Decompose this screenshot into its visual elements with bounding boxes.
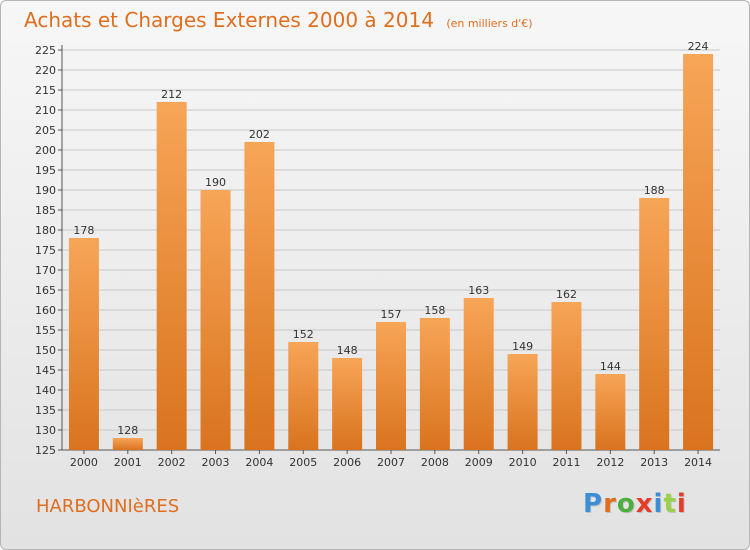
x-tick-label: 2007 bbox=[377, 456, 405, 469]
bar bbox=[639, 198, 670, 450]
data-label: 188 bbox=[644, 184, 665, 197]
x-tick-label: 2012 bbox=[596, 456, 624, 469]
y-tick-label: 125 bbox=[35, 444, 56, 457]
chart-title: Achats et Charges Externes 2000 à 2014 (… bbox=[24, 8, 533, 32]
chart-title-text: Achats et Charges Externes 2000 à 2014 bbox=[24, 8, 434, 32]
y-tick-label: 145 bbox=[35, 364, 56, 377]
logo-letter: P bbox=[583, 489, 604, 519]
x-tick-label: 2002 bbox=[158, 456, 186, 469]
x-tick-label: 2008 bbox=[421, 456, 449, 469]
logo-letter: t bbox=[663, 489, 677, 519]
y-tick-label: 190 bbox=[35, 184, 56, 197]
data-label: 212 bbox=[161, 88, 182, 101]
chart-unit: (en milliers d'€) bbox=[446, 17, 533, 30]
bar bbox=[244, 142, 275, 450]
x-tick-label: 2011 bbox=[552, 456, 580, 469]
logo-letter: i bbox=[676, 489, 687, 519]
data-label: 224 bbox=[688, 40, 709, 53]
logo-letter: o bbox=[616, 489, 636, 519]
x-tick-label: 2006 bbox=[333, 456, 361, 469]
bars bbox=[68, 54, 714, 450]
data-label: 190 bbox=[205, 176, 226, 189]
y-tick-label: 165 bbox=[35, 284, 56, 297]
x-tick-label: 2014 bbox=[684, 456, 712, 469]
logo-letter: r bbox=[603, 489, 617, 519]
y-tick-label: 140 bbox=[35, 384, 56, 397]
x-tick-label: 2009 bbox=[465, 456, 493, 469]
y-tick-label: 185 bbox=[35, 204, 56, 217]
x-tick-label: 2005 bbox=[289, 456, 317, 469]
place-name: HARBONNIèRES bbox=[36, 496, 180, 517]
x-tick-label: 2003 bbox=[202, 456, 230, 469]
logo-letter: i bbox=[653, 489, 664, 519]
bar bbox=[112, 438, 143, 450]
y-tick-label: 155 bbox=[35, 324, 56, 337]
x-tick-label: 2001 bbox=[114, 456, 142, 469]
y-tick-label: 200 bbox=[35, 144, 56, 157]
data-label: 157 bbox=[381, 308, 402, 321]
bar bbox=[156, 102, 187, 450]
y-tick-label: 195 bbox=[35, 164, 56, 177]
data-label: 163 bbox=[468, 284, 489, 297]
x-tick-label: 2000 bbox=[70, 456, 98, 469]
y-tick-label: 225 bbox=[35, 44, 56, 57]
y-tick-label: 205 bbox=[35, 124, 56, 137]
bar bbox=[683, 54, 714, 450]
bar bbox=[332, 358, 363, 450]
bar bbox=[463, 298, 494, 450]
y-tick-label: 130 bbox=[35, 424, 56, 437]
bar bbox=[68, 238, 99, 450]
x-tick-label: 2013 bbox=[640, 456, 668, 469]
y-tick-label: 150 bbox=[35, 344, 56, 357]
bar bbox=[419, 318, 450, 450]
data-label: 148 bbox=[337, 344, 358, 357]
bar bbox=[595, 374, 626, 450]
data-label: 152 bbox=[293, 328, 314, 341]
bar bbox=[376, 322, 406, 450]
y-tick-label: 220 bbox=[35, 64, 56, 77]
logo-letter: x bbox=[635, 489, 654, 519]
x-tick-label: 2010 bbox=[509, 456, 537, 469]
x-tick-label: 2004 bbox=[245, 456, 273, 469]
y-tick-label: 160 bbox=[35, 304, 56, 317]
bar bbox=[507, 354, 538, 450]
data-label: 202 bbox=[249, 128, 270, 141]
bar bbox=[288, 342, 319, 450]
data-label: 128 bbox=[117, 424, 138, 437]
data-label: 178 bbox=[73, 224, 94, 237]
y-tick-label: 135 bbox=[35, 404, 56, 417]
data-label: 149 bbox=[512, 340, 533, 353]
y-tick-label: 175 bbox=[35, 244, 56, 257]
y-tick-label: 215 bbox=[35, 84, 56, 97]
bar bbox=[551, 302, 582, 450]
bar bbox=[200, 190, 231, 450]
data-label: 162 bbox=[556, 288, 577, 301]
y-tick-label: 180 bbox=[35, 224, 56, 237]
data-label: 158 bbox=[424, 304, 445, 317]
proxiti-logo: Proxiti bbox=[583, 489, 687, 519]
y-tick-label: 210 bbox=[35, 104, 56, 117]
y-tick-label: 170 bbox=[35, 264, 56, 277]
data-labels: 178 128 212 190 202 152 148 157 158 163 149 162 144 1… bbox=[73, 40, 708, 437]
data-label: 144 bbox=[600, 360, 621, 373]
